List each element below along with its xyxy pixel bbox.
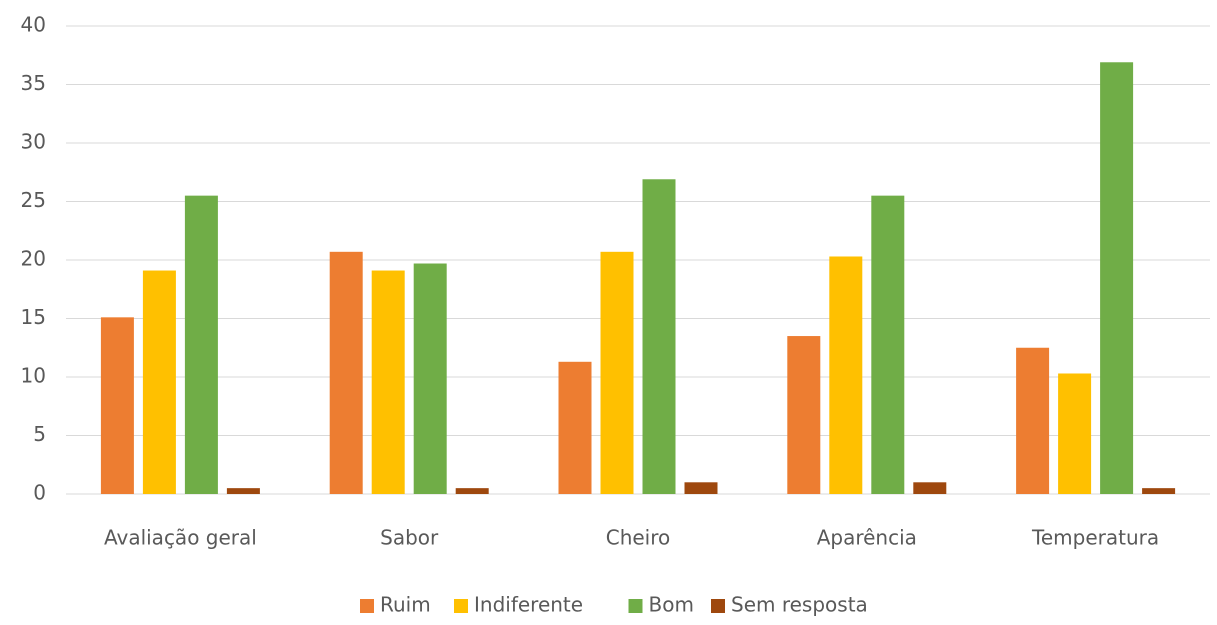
bar [684,482,718,494]
bar [100,317,134,494]
bar [913,482,947,494]
bar [329,251,363,494]
y-tick-label: 35 [21,71,46,95]
y-tick-label: 0 [33,481,46,505]
x-tick-label: Temperatura [1031,526,1159,550]
legend-label: Ruim [380,593,431,617]
x-tick-label: Sabor [380,526,439,550]
bar [1142,488,1176,494]
x-tick-label: Cheiro [606,526,671,550]
y-tick-label: 30 [21,130,46,154]
y-tick-label: 25 [21,188,46,212]
y-tick-label: 40 [21,13,46,37]
bar [413,263,447,494]
legend-swatch [628,599,643,613]
y-tick-label: 10 [21,364,46,388]
legend-swatch [360,599,374,613]
legend-label: Indiferente [474,593,583,617]
bar [226,488,260,494]
bar [829,256,863,494]
bar [642,179,676,494]
x-tick-label: Aparência [817,526,917,550]
legend-label: Sem resposta [731,593,868,617]
bar [600,251,634,494]
bar [558,361,592,494]
y-tick-label: 20 [21,247,46,271]
bar [1100,62,1134,495]
x-tick-label: Avaliação geral [104,526,257,550]
bar [1058,373,1092,494]
legend-swatch [454,599,468,613]
y-tick-label: 5 [33,422,46,446]
bar [1016,347,1050,494]
legend-label: Bom [649,593,694,617]
bar [184,195,218,494]
bar [371,270,405,494]
legend-swatch [711,599,725,613]
bar [871,195,905,494]
bar [787,336,821,494]
bar [455,488,489,494]
bar [142,270,176,494]
y-tick-label: 15 [21,305,46,329]
